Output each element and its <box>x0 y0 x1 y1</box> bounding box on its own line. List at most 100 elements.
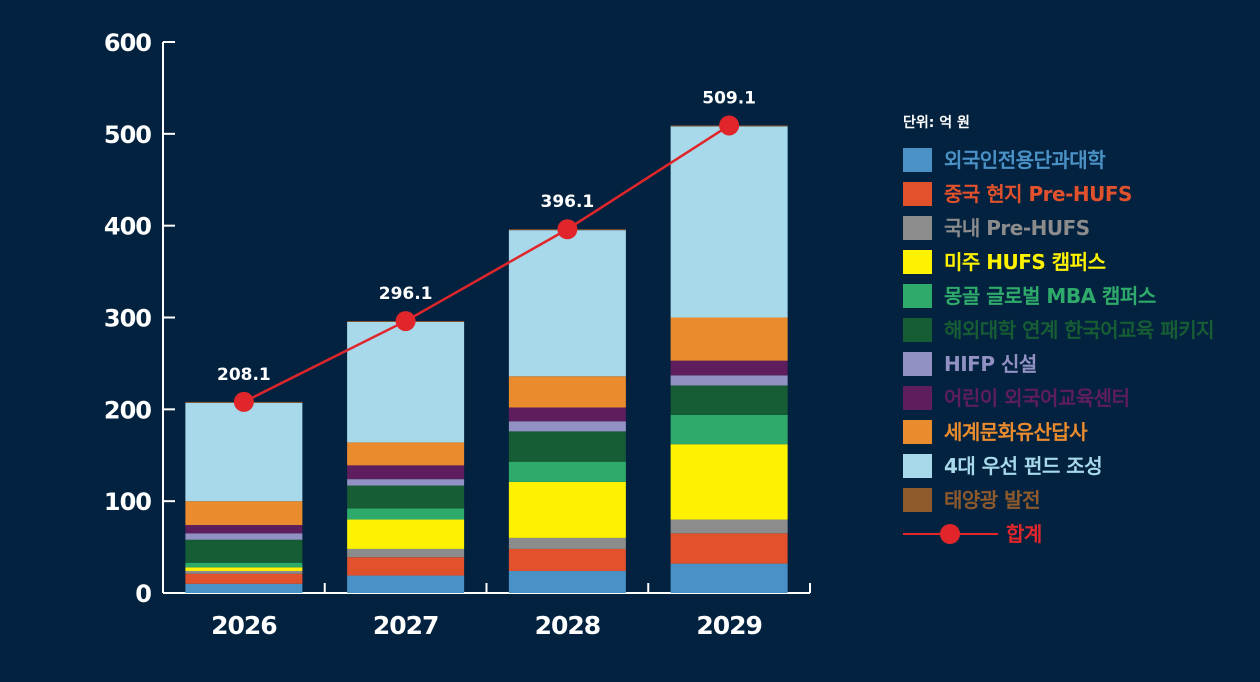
legend-item: 미주 HUFS 캠퍼스 <box>903 250 1233 274</box>
legend-item: 몽골 글로벌 MBA 캠퍼스 <box>903 284 1233 308</box>
y-tick-label: 100 <box>104 488 151 516</box>
bar-segment <box>347 442 465 466</box>
bar-segment <box>508 407 626 422</box>
bar-segment <box>670 414 788 445</box>
legend-item: HIFP 신설 <box>903 352 1233 376</box>
bar-segment <box>347 465 465 480</box>
x-tick-label: 2028 <box>535 611 601 640</box>
legend-item: 국내 Pre-HUFS <box>903 216 1233 240</box>
bar-segment <box>347 508 465 520</box>
chart: 0 100 200 300 400 500 600 2026 2027 2028 2029 208.1… <box>104 29 811 640</box>
bar-segment <box>185 562 303 568</box>
bar-segment <box>347 557 465 576</box>
bar-segment <box>670 317 788 361</box>
x-tick-label: 2029 <box>696 611 762 640</box>
x-tick-label: 2026 <box>211 611 277 640</box>
legend-label: 4대 우선 펀드 조성 <box>944 454 1103 478</box>
legend-label: 태양광 발전 <box>944 488 1040 512</box>
bar-segment <box>185 501 303 526</box>
legend-swatch <box>903 352 932 376</box>
bar-segment <box>508 421 626 432</box>
legend-swatch <box>903 454 932 478</box>
legend-label: 합계 <box>1006 522 1042 546</box>
legend-item: 세계문화유산답사 <box>903 420 1233 444</box>
bar-segment <box>347 321 465 443</box>
legend-swatch <box>903 386 932 410</box>
legend-item: 해외대학 연계 한국어교육 패키지 <box>903 318 1233 342</box>
bar-segment <box>670 533 788 564</box>
unit-label: 단위: 억 원 <box>903 115 970 131</box>
legend-line <box>903 524 998 544</box>
legend-label: 외국인전용단과대학 <box>944 148 1106 172</box>
bar-segment <box>670 375 788 386</box>
legend-swatch <box>903 420 932 444</box>
legend-item: 어린이 외국어교육센터 <box>903 386 1233 410</box>
bar-segment <box>508 431 626 462</box>
legend-label: 몽골 글로벌 MBA 캠퍼스 <box>944 284 1156 308</box>
legend-swatch <box>903 250 932 274</box>
legend-item: 태양광 발전 <box>903 488 1233 512</box>
data-label: 296.1 <box>379 284 433 304</box>
legend-swatch <box>903 216 932 240</box>
bar-segment <box>347 485 465 509</box>
bar-segment <box>185 525 303 534</box>
y-tick-label: 400 <box>104 213 151 241</box>
y-tick-label: 500 <box>104 121 151 149</box>
bar-segment <box>347 548 465 558</box>
bar-segment <box>185 583 303 593</box>
legend-label: HIFP 신설 <box>944 352 1037 376</box>
bar-segment <box>347 519 465 549</box>
bar-segment <box>670 385 788 415</box>
bar-segment <box>508 548 626 571</box>
bar-segment <box>185 567 303 571</box>
bar-segment <box>670 126 788 318</box>
bar-segment <box>508 570 626 593</box>
legend-item: 합계 <box>903 522 1233 546</box>
legend-item: 외국인전용단과대학 <box>903 148 1233 172</box>
bar-segment <box>185 402 303 502</box>
total-point <box>719 115 740 136</box>
total-point <box>233 391 254 412</box>
data-label: 396.1 <box>540 192 594 212</box>
bar-segment <box>185 573 303 584</box>
legend-label: 세계문화유산답사 <box>944 420 1088 444</box>
legend-swatch <box>903 182 932 206</box>
bar-segment <box>670 360 788 376</box>
legend-label: 미주 HUFS 캠퍼스 <box>944 250 1106 274</box>
legend-label: 중국 현지 Pre-HUFS <box>944 182 1132 206</box>
bar-segment <box>508 537 626 549</box>
bar-segment <box>508 481 626 538</box>
y-tick-label: 200 <box>104 396 151 424</box>
y-tick-label: 600 <box>104 29 151 57</box>
legend-label: 어린이 외국어교육센터 <box>944 386 1130 410</box>
bar-segment <box>185 539 303 563</box>
y-tick-label: 300 <box>104 305 151 333</box>
legend-item: 중국 현지 Pre-HUFS <box>903 182 1233 206</box>
data-label: 509.1 <box>702 88 756 108</box>
bar-segment <box>185 570 303 574</box>
legend-dot <box>940 524 960 544</box>
bar-segment <box>185 533 303 540</box>
bar-segment <box>670 563 788 593</box>
total-point <box>557 219 578 240</box>
legend-swatch <box>903 318 932 342</box>
bar-segment <box>508 230 626 377</box>
legend-swatch <box>903 488 932 512</box>
bar-segment <box>347 479 465 486</box>
bar-segment <box>347 575 465 593</box>
legend-swatch <box>903 284 932 308</box>
legend-swatch <box>903 148 932 172</box>
legend-label: 해외대학 연계 한국어교육 패키지 <box>944 318 1215 342</box>
bar-segment <box>508 461 626 482</box>
bar-segment <box>670 519 788 534</box>
bar-segment <box>670 444 788 520</box>
data-label: 208.1 <box>217 365 271 385</box>
bar-segment <box>508 376 626 408</box>
legend-label: 국내 Pre-HUFS <box>944 216 1090 240</box>
x-tick-label: 2027 <box>373 611 439 640</box>
legend-item: 4대 우선 펀드 조성 <box>903 454 1233 478</box>
total-point <box>395 311 416 332</box>
y-tick-label: 0 <box>135 580 151 608</box>
